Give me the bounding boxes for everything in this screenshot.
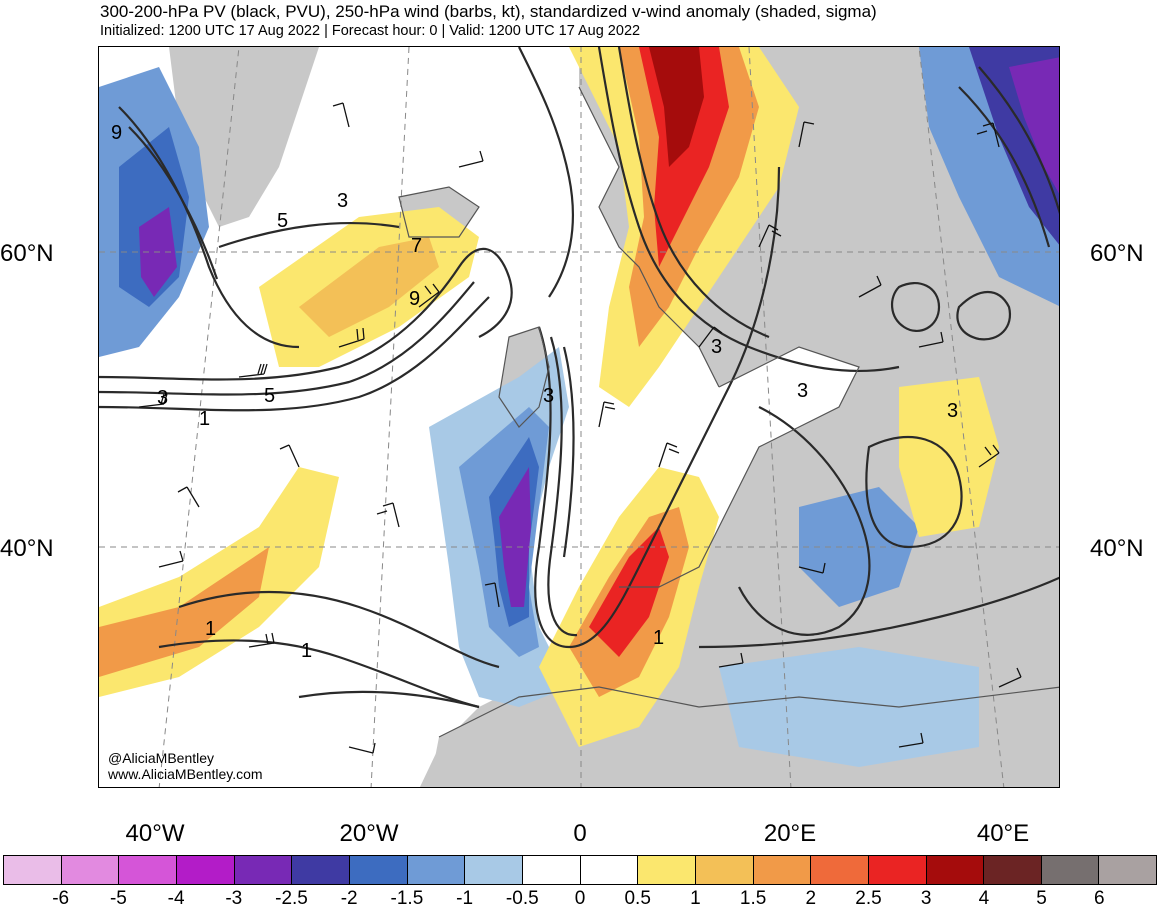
colorbar [3,855,1157,885]
colorbar-swatch [119,856,177,884]
colorbar-swatch [465,856,523,884]
colorbar-tick-label: -0.5 [505,888,539,909]
colorbar-swatch [811,856,869,884]
map-subtitle: Initialized: 1200 UTC 17 Aug 2022 | Fore… [100,23,641,39]
colorbar-tick-label: 0.5 [624,888,651,909]
colorbar-tick-label: 5 [1036,888,1047,909]
map-title: 300-200-hPa PV (black, PVU), 250-hPa win… [100,2,877,21]
colorbar-swatch [1041,856,1100,884]
contour-label: 1 [653,627,664,649]
colorbar-tick-label: 3 [920,888,932,909]
colorbar-swatch [926,856,985,884]
colorbar-tick-label: -5 [109,888,127,909]
contour-label: 3 [947,400,958,422]
contour-label: 3 [797,380,808,402]
colorbar-swatch [638,856,696,884]
lat-label-60n-left: 60°N [0,240,54,267]
land-scandinavia-russia [419,47,1059,787]
lon-label-0: 0 [573,820,587,847]
lon-label-40w: 40°W [125,820,185,847]
contour-label: 1 [301,640,312,662]
lon-label-20e: 20°E [763,820,817,847]
colorbar-tick-label: -1 [456,888,474,909]
colorbar-tick-label: -2 [340,888,358,909]
contour-label: 9 [111,122,122,144]
wind-barbs [138,102,1022,754]
contour-label: 9 [409,288,420,310]
colorbar-tick-label: -1.5 [390,888,424,909]
lat-label-40n-left: 40°N [0,535,54,562]
contour-label: 1 [199,408,210,430]
contour-label: 3 [543,385,554,407]
colorbar-swatch [1099,856,1157,884]
colorbar-swatch [4,856,62,884]
credit-handle: @AliciaMBentley [108,750,215,766]
colorbar-tick-label: 1 [690,888,701,909]
map-panel[interactable]: 9 5 3 7 9 3 5 1 3 3 3 3 1 1 1 [98,46,1060,788]
colorbar-swatch [753,856,812,884]
colorbar-tick-label: 2.5 [855,888,882,909]
contour-label: 5 [277,210,288,232]
contour-label-group: 9 5 3 7 9 3 5 1 3 3 3 3 1 1 1 [111,122,958,662]
colorbar-swatch [580,856,639,884]
colorbar-swatch [984,856,1042,884]
colorbar-swatch [407,856,466,884]
contour-label: 5 [264,385,275,407]
pv-contours [99,47,1059,709]
colorbar-swatch [176,856,235,884]
lon-label-40e: 40°E [976,820,1030,847]
colorbar-swatch [695,856,754,884]
contour-label: 3 [157,387,168,409]
colorbar-tick-label: 0 [574,888,586,909]
colorbar-tick-label: -4 [167,888,185,909]
colorbar-swatch [868,856,927,884]
colorbar-swatch [522,856,581,884]
coastlines [398,86,1059,738]
colorbar-tick-label: -6 [52,888,70,909]
credit-website: www.AliciaMBentley.com [108,766,263,782]
land-greenland [169,47,319,227]
lon-label-20w: 20°W [339,820,399,847]
lat-label-40n-right: 40°N [1090,535,1144,562]
colorbar-tick-label: 2 [805,888,817,909]
colorbar-tick-label: -3 [225,888,243,909]
contour-label: 7 [411,235,422,257]
colorbar-swatch [292,856,350,884]
colorbar-swatch [349,856,408,884]
graticule [99,47,1059,787]
colorbar-swatch [234,856,293,884]
colorbar-swatch [61,856,120,884]
contour-label: 1 [205,618,216,640]
contour-label: 3 [711,336,722,358]
colorbar-tick-label: -2.5 [275,888,308,909]
lat-label-60n-right: 60°N [1090,240,1144,267]
contour-label: 3 [337,190,348,212]
colorbar-tick-label: 1.5 [739,888,767,909]
anomaly-shading [99,47,1059,767]
colorbar-tick-label: 6 [1094,888,1105,909]
colorbar-tick-label: 4 [978,888,990,909]
